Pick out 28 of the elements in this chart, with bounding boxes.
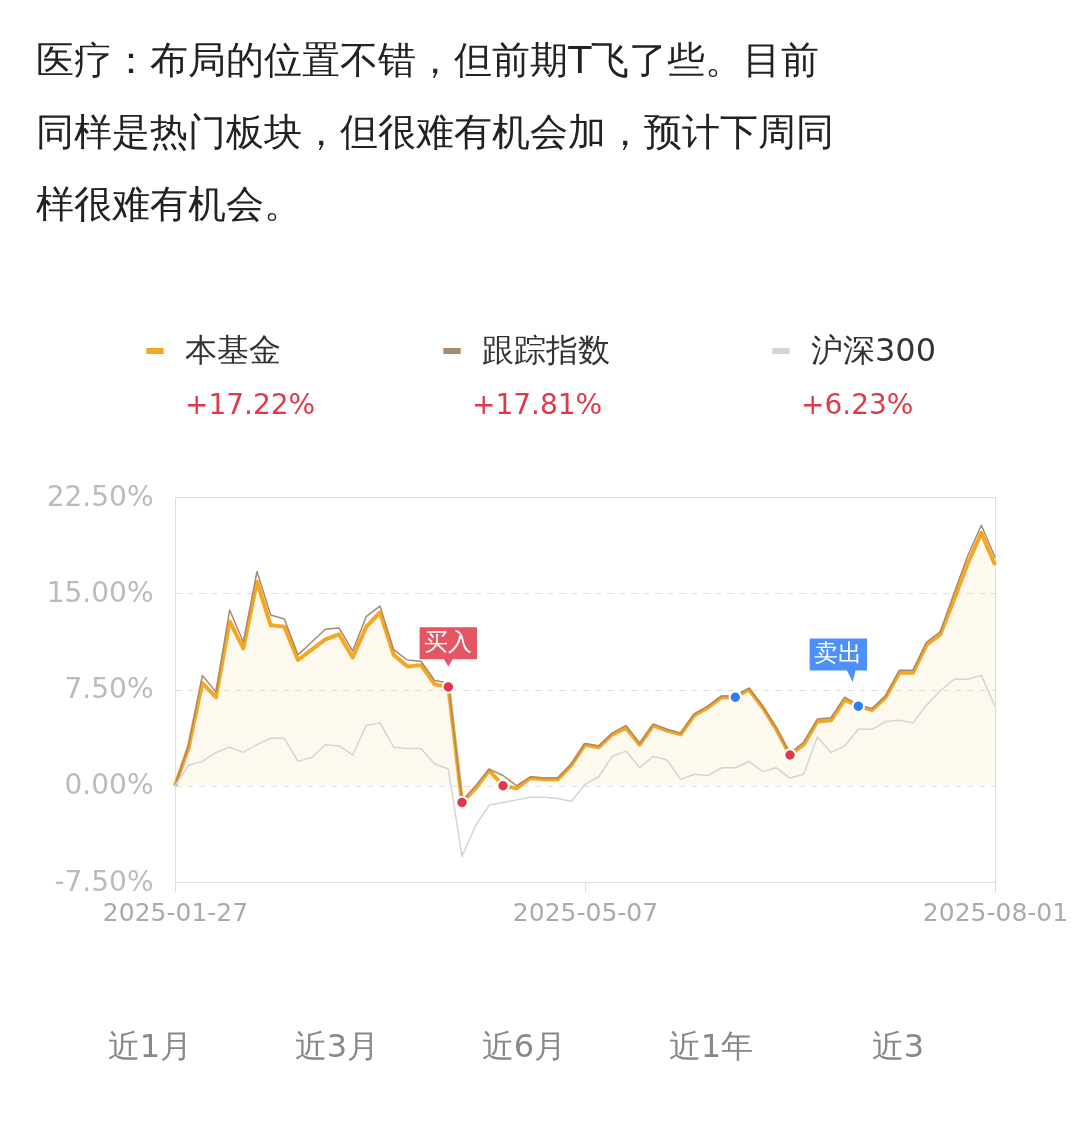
legend-label: 沪深300 — [811, 331, 937, 369]
text: 近1年 — [668, 1027, 754, 1065]
text: 近1月 — [107, 1027, 193, 1065]
point — [441, 680, 456, 694]
point — [728, 690, 743, 704]
x-tick-label: 2025-01-27 — [102, 897, 249, 927]
annotation: 卖出 — [814, 639, 863, 668]
y-tick-label: 22.50% — [46, 479, 154, 513]
text: 近3 — [871, 1027, 925, 1065]
legend-label: 本基金 — [185, 331, 281, 369]
text: 近3月 — [294, 1027, 380, 1065]
point — [783, 748, 797, 762]
point — [496, 779, 510, 793]
legend-label: 跟踪指数 — [482, 331, 610, 369]
y-tick-label: -7.50% — [54, 864, 154, 898]
point — [851, 699, 866, 713]
text: +6.23% — [801, 388, 914, 421]
text: +17.81% — [472, 388, 603, 421]
y-tick-label: 15.00% — [46, 575, 154, 609]
annotation: 买入 — [424, 627, 473, 656]
y-tick-label: 7.50% — [64, 672, 154, 705]
y-tick-label: 0.00% — [64, 768, 154, 802]
chart-title: 医疗：布局的位置不错，但前期T飞了些。目前同样是热门板块，但很难有机会加，预计下周同样很难有机会。 — [36, 38, 835, 226]
text: +17.22% — [185, 388, 316, 421]
x-tick-label: 2025-05-07 — [512, 897, 659, 927]
x-tick-label: 2025-08-01 — [922, 897, 1069, 927]
text: 近6月 — [481, 1027, 567, 1065]
point — [455, 795, 469, 810]
